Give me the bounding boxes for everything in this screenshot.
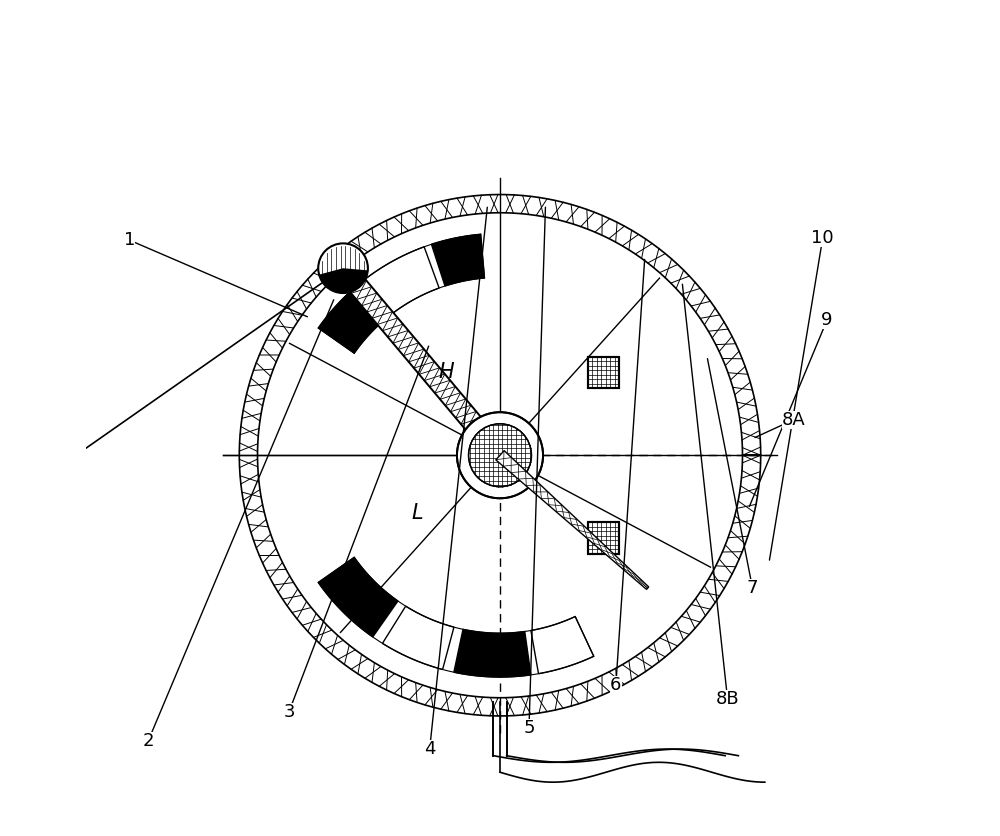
Text: H: H [438, 363, 454, 383]
Polygon shape [496, 451, 649, 589]
Polygon shape [318, 285, 386, 353]
Text: 7: 7 [747, 579, 758, 597]
Text: 5: 5 [523, 719, 535, 737]
Polygon shape [239, 195, 761, 716]
Polygon shape [454, 630, 531, 677]
Circle shape [318, 243, 368, 293]
Text: 2: 2 [142, 732, 154, 750]
Text: 1: 1 [124, 231, 135, 249]
Wedge shape [319, 268, 368, 293]
Polygon shape [318, 558, 398, 637]
Bar [588, 357, 619, 388]
Text: 10: 10 [811, 228, 834, 247]
Polygon shape [531, 616, 594, 674]
Polygon shape [382, 606, 454, 670]
Text: 8A: 8A [782, 410, 806, 429]
Text: 6: 6 [610, 675, 622, 694]
Circle shape [457, 412, 543, 498]
Text: 3: 3 [283, 703, 295, 721]
Bar [588, 357, 619, 388]
Text: 8B: 8B [716, 691, 739, 708]
Text: 9: 9 [821, 311, 833, 329]
Circle shape [469, 424, 531, 487]
Polygon shape [363, 247, 439, 315]
Text: 4: 4 [424, 740, 435, 758]
Polygon shape [431, 234, 484, 286]
Polygon shape [335, 262, 508, 461]
Bar [588, 522, 619, 553]
Bar [588, 522, 619, 553]
Text: L: L [411, 503, 423, 523]
